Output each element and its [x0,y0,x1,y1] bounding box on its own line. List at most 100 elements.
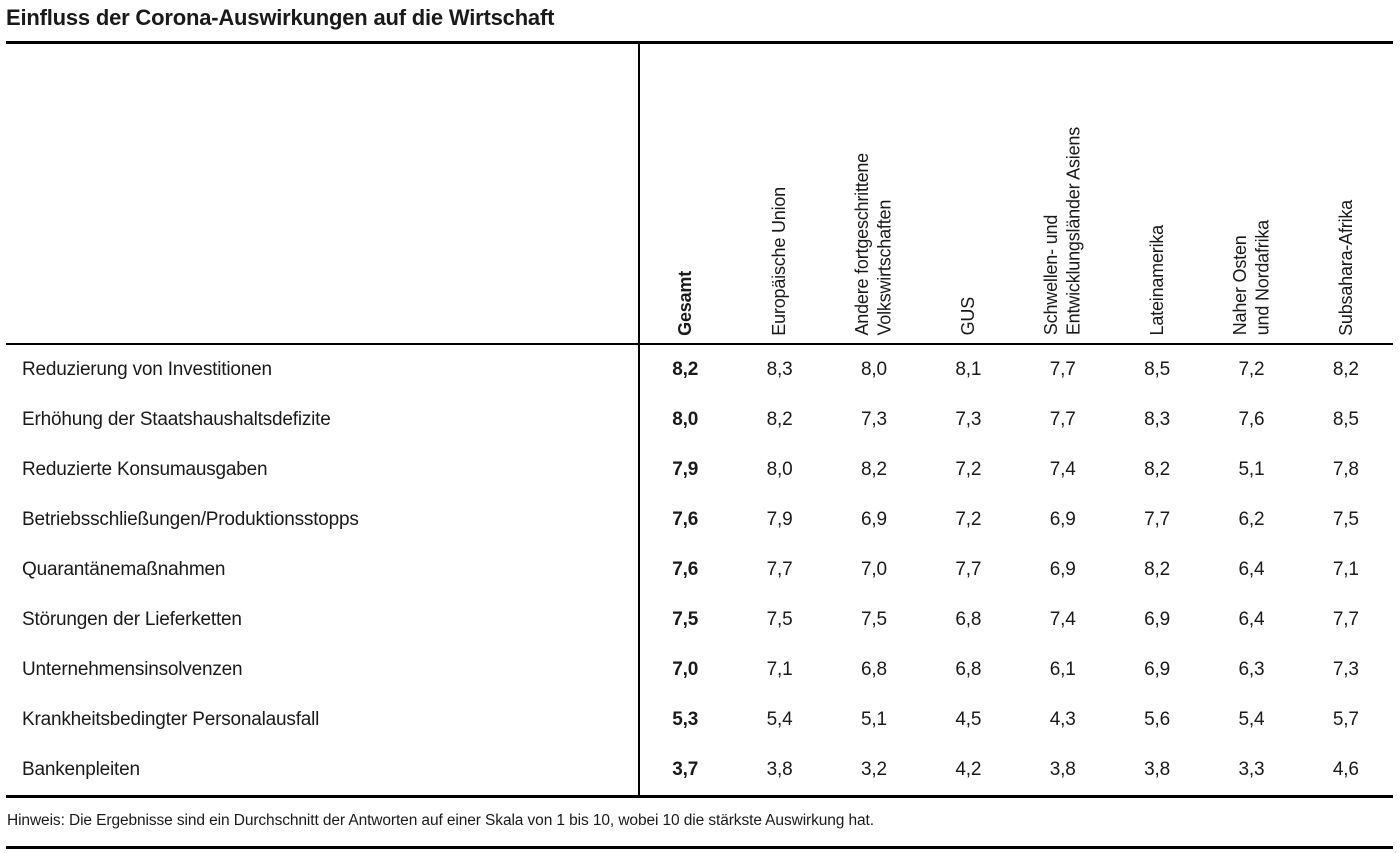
value-cell: 7,2 [1238,358,1265,380]
row-label: Reduzierte Konsumausgaben [22,458,268,480]
column-header-andere-fortgeschrittene-volkswirtschaften: Andere fortgeschrittene Volkswirtschafte… [852,152,895,336]
value-cell: 7,5 [1332,508,1359,530]
value-cell: 6,1 [1049,658,1076,680]
value-cell: 4,5 [955,708,982,730]
value-cell: 8,5 [1332,408,1359,430]
table-row: Reduzierung von Investitionen 8,2 8,3 8,… [6,345,1393,395]
value-cell: 5,1 [1238,458,1265,480]
value-cell: 8,1 [955,358,982,380]
table-row: Betriebsschließungen/Produktionsstopps 7… [6,495,1393,545]
column-header-lateinamerika: Lateinamerika [1146,225,1167,336]
value-cell: 8,3 [1144,408,1170,430]
value-cell: 7,7 [1332,608,1359,630]
value-cell: 4,6 [1332,758,1359,780]
value-cell: 8,2 [1332,358,1359,380]
table-row: Erhöhung der Staatshaushaltsdefizite 8,0… [6,395,1393,445]
column-header-europaeische-union: Europäische Union [769,186,790,336]
table-row: Quarantänemaßnahmen 7,6 7,7 7,0 7,7 6,9 … [6,545,1393,595]
value-cell: 7,5 [861,608,887,630]
value-cell: 6,9 [1049,558,1076,580]
value-cell: 3,8 [1049,758,1076,780]
row-label: Betriebsschließungen/Produktionsstopps [22,508,359,530]
value-cell: 7,2 [955,458,982,480]
value-cell: 8,0 [766,458,793,480]
value-cell: 7,2 [955,508,982,530]
table-row: Reduzierte Konsumausgaben 7,9 8,0 8,2 7,… [6,445,1393,495]
value-cell: 5,7 [1332,708,1359,730]
value-cell: 7,1 [1332,558,1359,580]
value-cell: 6,4 [1238,608,1265,630]
value-cell: 7,7 [955,558,982,580]
value-cell: 8,2 [672,358,699,380]
value-cell: 7,7 [1049,358,1076,380]
value-cell: 6,9 [1049,508,1076,530]
value-cell: 3,8 [766,758,793,780]
value-cell: 7,5 [672,608,699,630]
footnote: Hinweis: Die Ergebnisse sind ein Durchsc… [7,811,874,829]
value-cell: 3,7 [672,758,699,780]
value-cell: 8,2 [766,408,793,430]
value-cell: 7,3 [1332,658,1359,680]
value-cell: 7,3 [861,408,887,430]
value-cell: 6,9 [1144,608,1170,630]
row-label: Erhöhung der Staatshaushaltsdefizite [22,408,331,430]
value-cell: 5,3 [672,708,699,730]
row-label: Unternehmensinsolvenzen [22,658,243,680]
value-cell: 7,4 [1049,458,1076,480]
value-cell: 7,9 [766,508,793,530]
value-cell: 5,1 [861,708,887,730]
column-header-naher-osten-und-nordafrika: Naher Osten und Nordafrika [1229,220,1273,336]
value-cell: 8,2 [1144,558,1170,580]
value-cell: 7,1 [766,658,793,680]
row-label: Störungen der Lieferketten [22,608,242,630]
value-cell: 5,6 [1144,708,1170,730]
value-cell: 7,7 [766,558,793,580]
table-row: Krankheitsbedingter Personalausfall 5,3 … [6,695,1393,745]
column-header-gus: GUS [958,297,979,336]
value-cell: 8,2 [861,458,887,480]
value-cell: 4,3 [1049,708,1076,730]
row-label: Reduzierung von Investitionen [22,358,272,380]
value-cell: 6,4 [1238,558,1265,580]
value-cell: 6,9 [861,508,887,530]
value-cell: 8,2 [1144,458,1170,480]
value-cell: 3,2 [861,758,887,780]
page-title: Einfluss der Corona-Auswirkungen auf die… [6,5,555,30]
value-cell: 6,8 [955,608,982,630]
vertical-divider [638,43,640,795]
value-cell: 7,3 [955,408,982,430]
header-row: Gesamt Europäische Union Andere fortgesc… [6,44,1393,345]
value-cell: 7,9 [672,458,699,480]
value-cell: 5,4 [1238,708,1265,730]
value-cell: 7,7 [1049,408,1076,430]
value-cell: 8,0 [861,358,887,380]
column-header-gesamt: Gesamt [674,270,695,336]
table-row: Störungen der Lieferketten 7,5 7,5 7,5 6… [6,595,1393,645]
column-header-subsahara-afrika: Subsahara-Afrika [1335,199,1356,336]
footnote-bar: Hinweis: Die Ergebnisse sind ein Durchsc… [6,798,1393,849]
value-cell: 6,9 [1144,658,1170,680]
value-cell: 8,3 [766,358,793,380]
value-cell: 7,7 [1144,508,1170,530]
table-row: Unternehmensinsolvenzen 7,0 7,1 6,8 6,8 … [6,645,1393,695]
value-cell: 6,2 [1238,508,1265,530]
row-label: Bankenpleiten [22,758,140,780]
value-cell: 7,0 [861,558,887,580]
value-cell: 7,8 [1332,458,1359,480]
column-header-schwellen-und-entwicklungslaender-asiens: Schwellen- und Entwicklungsländer Asiens [1041,127,1084,336]
value-cell: 6,8 [861,658,887,680]
value-cell: 7,6 [1238,408,1265,430]
value-cell: 7,5 [766,608,793,630]
value-cell: 7,6 [672,558,699,580]
value-cell: 8,0 [672,408,699,430]
value-cell: 7,4 [1049,608,1076,630]
value-cell: 3,8 [1144,758,1170,780]
value-cell: 5,4 [766,708,793,730]
value-cell: 6,3 [1238,658,1265,680]
value-cell: 4,2 [955,758,982,780]
value-cell: 6,8 [955,658,982,680]
row-label: Krankheitsbedingter Personalausfall [22,708,320,730]
data-table: Gesamt Europäische Union Andere fortgesc… [6,40,1393,798]
value-cell: 7,0 [672,658,699,680]
